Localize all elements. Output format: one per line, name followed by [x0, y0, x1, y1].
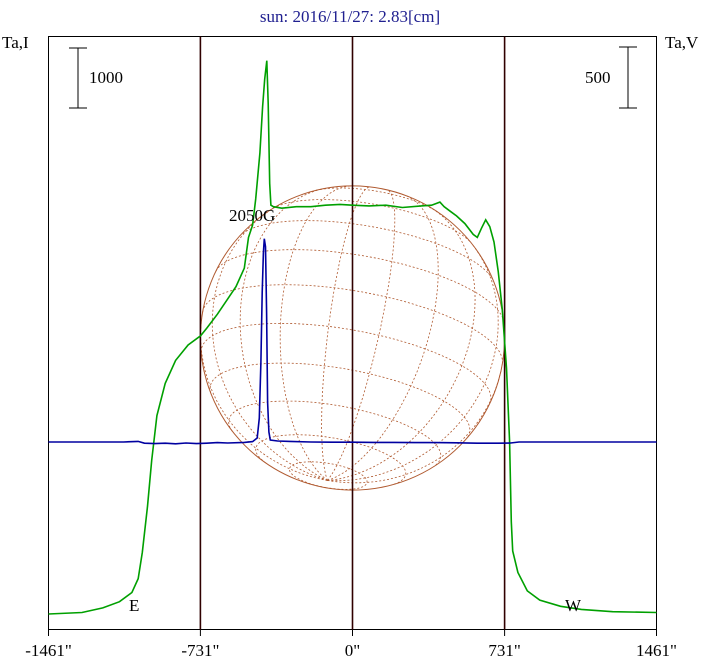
series-intensity: [48, 60, 657, 615]
x-tick-label: 0": [345, 641, 360, 660]
parallel-line: [228, 400, 442, 467]
meridian-line: [321, 186, 370, 481]
meridian-line: [327, 364, 503, 484]
meridian-line: [327, 206, 476, 481]
x-axis-ticks: -1461" -731" 0" 731" 1461": [25, 629, 677, 660]
limb-and-center-lines: [199, 36, 506, 630]
parallel-line: [316, 187, 438, 213]
parallel-line: [215, 249, 505, 322]
parallel-line: [200, 322, 492, 403]
meridian-line: [211, 208, 328, 481]
series-polarization: [48, 238, 657, 445]
x-tick-label: -1461": [25, 641, 72, 660]
meridian-line: [327, 243, 499, 482]
left-scale-bar-value: 1000: [89, 68, 123, 87]
x-tick-label: -731": [181, 641, 219, 660]
x-tick-label: 731": [488, 641, 520, 660]
right-scale-bar-value: 500: [585, 68, 611, 87]
right-scale-bar: 500: [585, 46, 637, 109]
east-label: E: [129, 596, 139, 615]
meridian-line: [200, 311, 328, 481]
parallel-line: [288, 461, 368, 490]
meridian-line: [239, 188, 328, 481]
meridian-line: [327, 189, 396, 481]
parallel-line: [273, 199, 472, 244]
parallel-line: [239, 220, 494, 281]
left-axis-label: Ta,I: [2, 33, 29, 52]
x-tick-label: 1461": [636, 641, 677, 660]
left-scale-bar: 1000: [69, 47, 123, 109]
meridian-line: [327, 195, 439, 481]
parallel-line: [202, 284, 503, 365]
chart-title: sun: 2016/11/27: 2.83[cm]: [260, 7, 440, 26]
west-label: W: [565, 596, 582, 615]
peak-annotation: 2050G: [229, 206, 275, 225]
right-axis-label: Ta,V: [665, 33, 699, 52]
meridian-line: [279, 185, 352, 481]
